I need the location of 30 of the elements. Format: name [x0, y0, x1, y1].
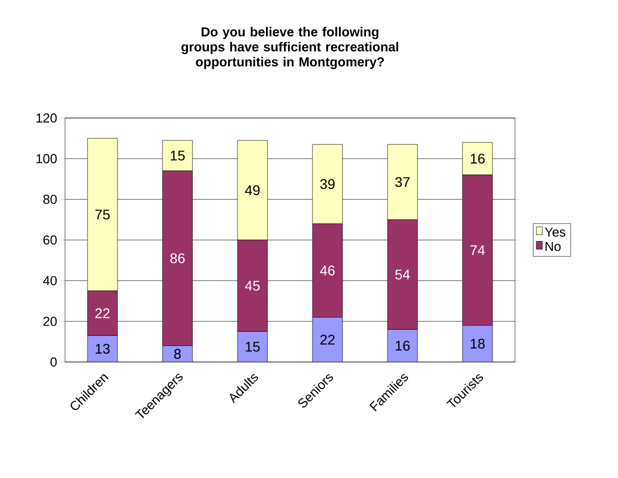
data-label: 15 — [246, 342, 260, 352]
data-label: 16 — [396, 340, 410, 351]
data-label: 22 — [95, 308, 110, 318]
data-label: 74 — [470, 245, 485, 255]
data-label: 16 — [470, 154, 485, 164]
data-label: 49 — [245, 185, 260, 196]
y-tick-label: 100 — [36, 154, 57, 164]
legend-label: Yes — [544, 228, 566, 237]
y-tick-label: 40 — [43, 276, 57, 286]
chart-title: Do you believe the following groups have sufficient recreational opportunities in Montgomery? — [181, 26, 398, 70]
bar — [462, 325, 493, 362]
data-label: 22 — [320, 334, 335, 345]
data-label: 75 — [95, 210, 110, 220]
legend-label: No — [546, 242, 561, 252]
data-label: 39 — [320, 179, 335, 190]
y-tick-label: 120 — [36, 113, 57, 123]
bar — [312, 317, 343, 362]
y-tick-label: 60 — [43, 235, 57, 245]
data-label: 13 — [96, 344, 110, 354]
data-label: 15 — [170, 150, 185, 161]
data-label: 46 — [320, 266, 335, 276]
y-tick-label: 80 — [43, 194, 57, 204]
data-label: 18 — [470, 338, 485, 349]
data-label: 8 — [174, 348, 181, 359]
data-label: 54 — [395, 270, 410, 280]
data-label: 86 — [170, 253, 185, 264]
y-tick-label: 20 — [43, 316, 57, 326]
data-label: 37 — [395, 177, 410, 188]
y-tick-label: 0 — [50, 357, 57, 367]
data-label: 45 — [245, 280, 260, 291]
